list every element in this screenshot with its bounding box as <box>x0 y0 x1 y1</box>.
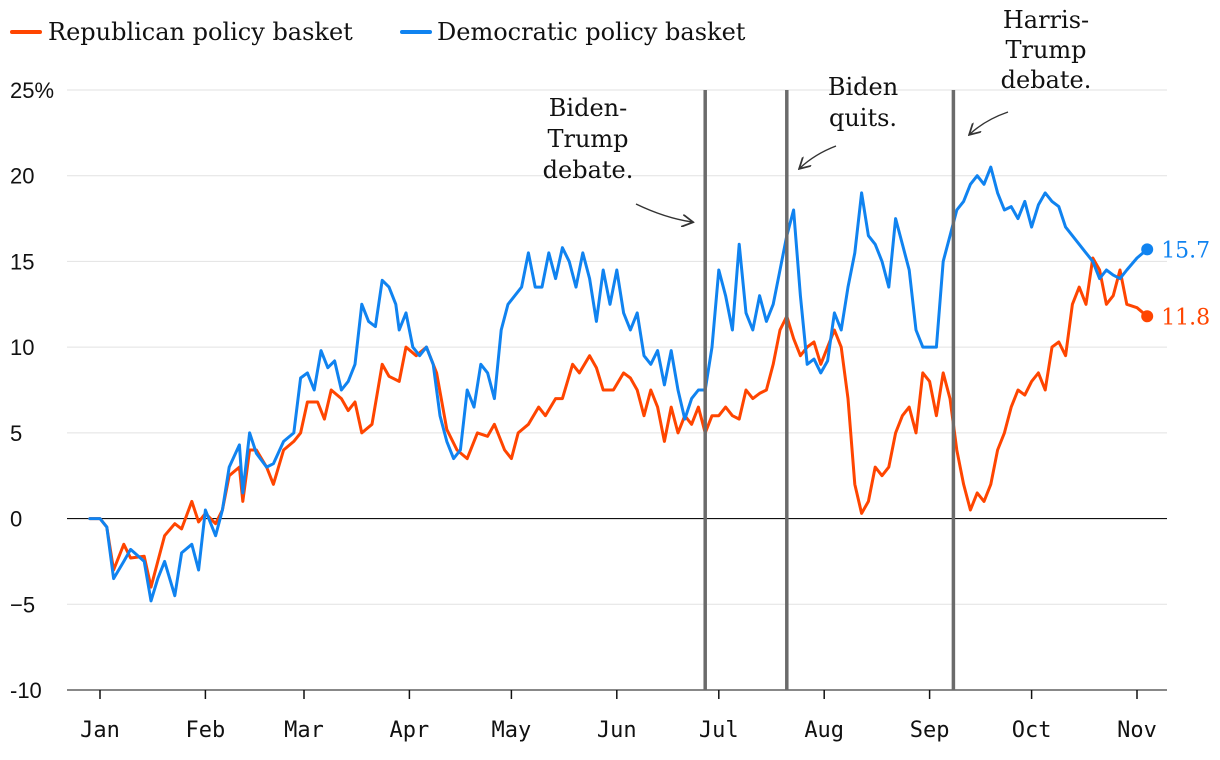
end-label-republican: 11.8 <box>1161 305 1210 330</box>
legend: Republican policy basket Democratic poli… <box>10 18 746 46</box>
legend-label-democratic: Democratic policy basket <box>437 18 746 46</box>
y-tick-label: 0 <box>10 507 22 532</box>
x-axis: Jan Feb Mar Apr May Jun Jul Aug Sep Oct Nov <box>67 689 1167 743</box>
x-tick-label: Jun <box>597 718 637 743</box>
annotation-text: quits. <box>829 104 897 132</box>
end-markers: 11.8 15.7 <box>1141 238 1210 330</box>
x-tick-label: Sep <box>910 718 950 743</box>
series-line-democratic <box>88 165 1149 603</box>
legend-item-democratic[interactable]: Democratic policy basket <box>400 18 746 46</box>
x-tick-label: Mar <box>284 718 324 743</box>
x-tick-label: Oct <box>1012 718 1052 743</box>
y-tick-label: -10 <box>10 678 42 703</box>
event-lines <box>703 90 956 690</box>
series-line-republican <box>88 256 1149 589</box>
x-tick-label: Jul <box>699 718 739 743</box>
end-point-democratic <box>1141 243 1154 256</box>
x-tick-label: Nov <box>1117 718 1157 743</box>
legend-item-republican[interactable]: Republican policy basket <box>10 18 353 46</box>
annotations: Biden-Trumpdebate.Bidenquits.Harris-Trum… <box>543 6 1092 222</box>
end-label-democratic: 15.7 <box>1161 238 1210 263</box>
annotation-text: Harris- <box>1003 6 1089 34</box>
x-tick-label: Jan <box>80 718 120 743</box>
y-tick-label: 25% <box>10 78 54 103</box>
series-lines <box>88 165 1149 603</box>
annotation-text: debate. <box>543 156 634 184</box>
annotation-text: Biden <box>828 73 898 101</box>
annotation-arrow <box>800 145 837 168</box>
x-tick-label: Aug <box>804 718 844 743</box>
end-point-republican <box>1141 310 1154 323</box>
x-tick-label: May <box>492 718 532 743</box>
y-tick-label: 20 <box>10 164 34 189</box>
y-tick-label: 5 <box>10 421 22 446</box>
y-tick-label: 15 <box>10 249 34 274</box>
annotation-arrow <box>970 111 1009 134</box>
legend-label-republican: Republican policy basket <box>48 18 353 46</box>
x-tick-label: Feb <box>186 718 226 743</box>
annotation-text: Trump <box>1005 36 1086 64</box>
y-axis: -10 −5 0 5 10 15 20 25% <box>10 78 54 703</box>
annotation-text: Trump <box>547 125 628 153</box>
x-tick-label: Apr <box>390 718 430 743</box>
annotation-text: Biden- <box>549 94 627 122</box>
annotation-text: debate. <box>1001 66 1092 94</box>
y-tick-label: 10 <box>10 335 34 360</box>
annotation-arrow <box>635 203 692 222</box>
y-tick-label: −5 <box>10 592 35 617</box>
